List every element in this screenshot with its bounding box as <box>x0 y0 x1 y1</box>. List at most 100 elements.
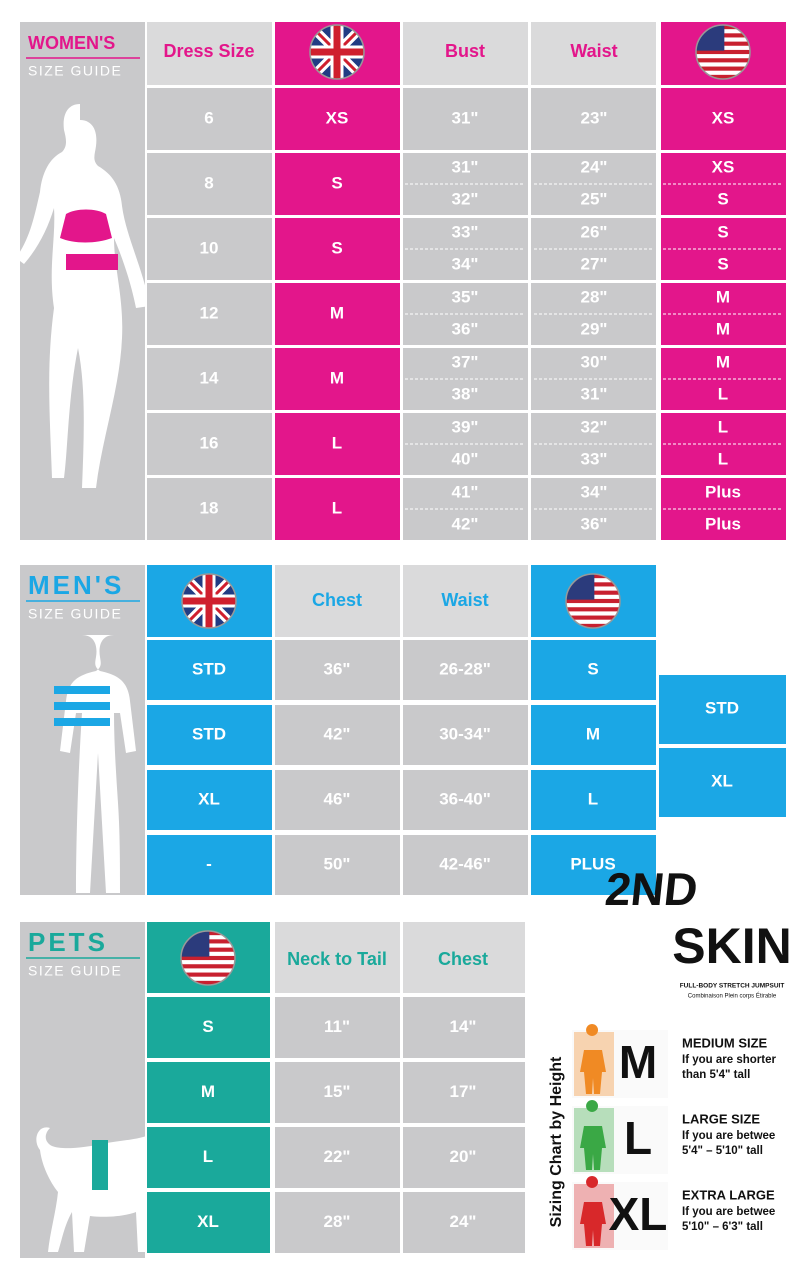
cell <box>147 640 272 700</box>
cell-text: 12 <box>200 303 219 322</box>
logo-tagline: Combinaison Plein corps Étirable <box>688 993 777 1000</box>
cell-text: Plus <box>705 482 741 501</box>
extra-cell <box>659 675 786 744</box>
cell-text: M <box>716 287 730 306</box>
section-title: WOMEN'S <box>28 33 115 53</box>
cell <box>275 478 400 540</box>
cell <box>403 835 528 895</box>
cell <box>147 413 272 475</box>
flag-rim <box>180 930 236 986</box>
cell <box>403 88 528 150</box>
cell-text: XS <box>712 108 735 127</box>
cell-text: M <box>330 368 344 387</box>
cell-text: 33" <box>581 449 608 468</box>
size-letter: M <box>619 1036 657 1088</box>
header-cell <box>531 22 656 85</box>
logo-text: 2ND <box>603 863 700 915</box>
cell-text: 24" <box>450 1212 477 1231</box>
cell <box>661 88 786 150</box>
size-letter: XL <box>609 1188 668 1240</box>
cell-text: XL <box>711 771 733 790</box>
flag-stripe <box>696 74 750 79</box>
chest-band <box>54 718 110 726</box>
cell-text: 30" <box>581 352 608 371</box>
cell-text: S <box>202 1017 213 1036</box>
cell-text: 29" <box>581 319 608 338</box>
cell <box>531 835 656 895</box>
cell <box>275 413 400 475</box>
flag-stripe <box>181 955 235 961</box>
flag-rim <box>565 573 621 629</box>
height-title: Sizing Chart by Height <box>548 1056 565 1227</box>
cell-text: 42" <box>452 514 479 533</box>
size-desc: If you are betwee <box>682 1130 775 1142</box>
cell <box>147 478 272 540</box>
cell-text: 16 <box>200 433 219 452</box>
cell <box>147 1127 270 1188</box>
cell-text: 36" <box>581 514 608 533</box>
cell <box>275 153 400 215</box>
header-text: Neck to Tail <box>287 949 387 969</box>
cell-text: 40" <box>452 449 479 468</box>
extra-cell <box>659 748 786 817</box>
section-title: PETS <box>28 927 108 957</box>
cell <box>275 348 400 410</box>
cell-text: STD <box>192 659 226 678</box>
cell-text: M <box>586 724 600 743</box>
cell-text: M <box>716 319 730 338</box>
cell <box>275 88 400 150</box>
cell <box>147 770 272 830</box>
cell <box>403 1192 525 1253</box>
cell-text: 33" <box>452 222 479 241</box>
cell-text: 20" <box>450 1147 477 1166</box>
flag-stripe <box>696 66 750 71</box>
section-subtitle: SIZE GUIDE <box>28 63 122 79</box>
cell <box>275 835 400 895</box>
cell-text: M <box>201 1082 215 1101</box>
cell-text: S <box>717 254 728 273</box>
logo-text: SKIN <box>672 918 791 974</box>
flag-stripe <box>696 58 750 63</box>
cell-text: L <box>588 789 598 808</box>
cell <box>147 1062 270 1123</box>
cell-text: PLUS <box>570 854 615 873</box>
header-cell <box>403 565 528 637</box>
cell-text: L <box>718 384 728 403</box>
cell-text: S <box>331 238 342 257</box>
cell-text: 18 <box>200 498 219 517</box>
cell-text: 10 <box>200 238 219 257</box>
cell-text: 34" <box>581 482 608 501</box>
cell <box>147 283 272 345</box>
cell-text: L <box>332 433 342 452</box>
cell-text: 38" <box>452 384 479 403</box>
cell-text: XL <box>198 789 220 808</box>
flag-stripe <box>696 49 750 55</box>
cell-text: 15" <box>324 1082 351 1101</box>
cell <box>275 997 400 1058</box>
cell-text: 6 <box>204 108 213 127</box>
cell <box>531 640 656 700</box>
cell-text: S <box>717 222 728 241</box>
header-cell <box>275 922 400 993</box>
cell-text: 34" <box>452 254 479 273</box>
us-flag <box>696 25 750 79</box>
cell-text: 26" <box>581 222 608 241</box>
cell <box>275 705 400 765</box>
cell-text: XS <box>326 108 349 127</box>
cell-text: 35" <box>452 287 479 306</box>
cell-text: S <box>717 189 728 208</box>
header-text: Waist <box>441 590 488 610</box>
cell <box>275 1127 400 1188</box>
cell-text: 37" <box>452 352 479 371</box>
cell-text: L <box>332 498 342 517</box>
size-name: LARGE SIZE <box>682 1111 760 1126</box>
cell-text: STD <box>705 698 739 717</box>
cell <box>147 705 272 765</box>
cell-text: 23" <box>581 108 608 127</box>
section-subtitle: SIZE GUIDE <box>28 606 122 622</box>
cell-text: L <box>203 1147 213 1166</box>
cell-text: 41" <box>452 482 479 501</box>
flag-rim <box>695 24 751 80</box>
